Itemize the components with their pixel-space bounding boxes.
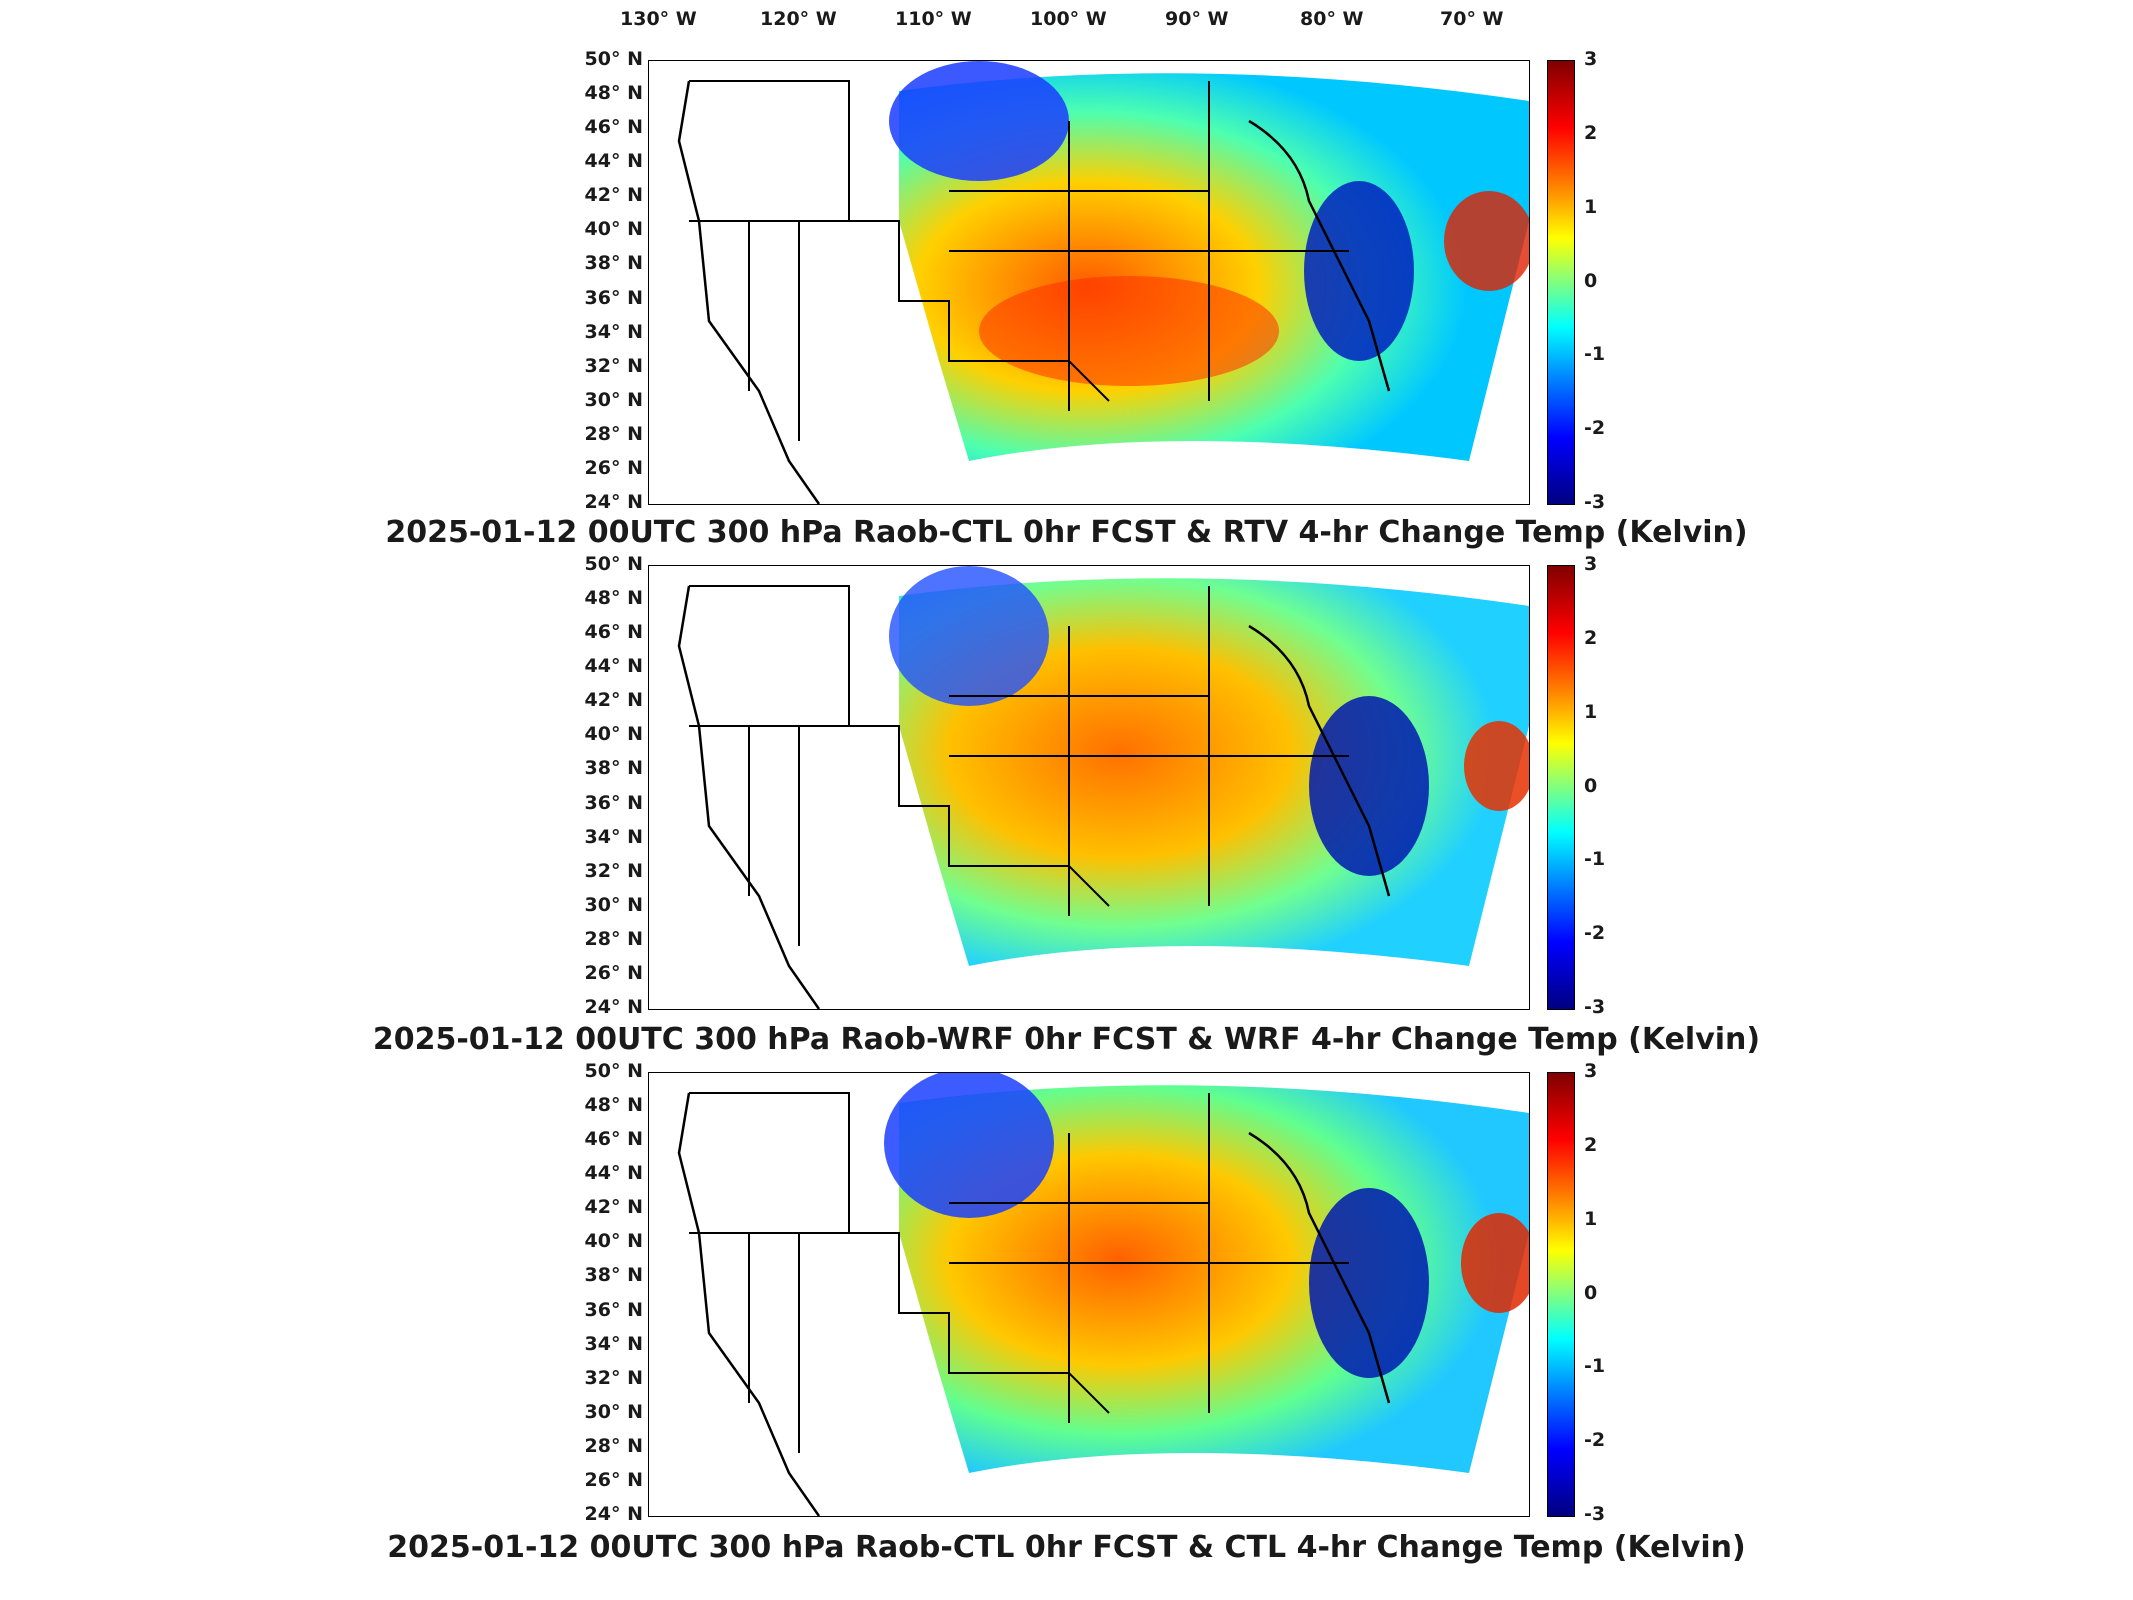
- latitude-label: 24° N: [584, 996, 643, 1018]
- latitude-label: 50° N: [584, 48, 643, 70]
- longitude-label: 120° W: [760, 8, 837, 30]
- latitude-label: 26° N: [584, 1468, 643, 1491]
- colorbar: [1547, 1072, 1575, 1517]
- colorbar-tick-label: -1: [1584, 1355, 1606, 1378]
- longitude-label: 130° W: [620, 8, 697, 30]
- latitude-label: 34° N: [584, 320, 643, 343]
- longitude-label: 90° W: [1165, 8, 1229, 30]
- coastline: [677, 585, 1391, 1009]
- latitude-label: 42° N: [584, 184, 643, 207]
- colorbar-tick-label: -2: [1584, 417, 1606, 440]
- colorbar-tick-label: 2: [1584, 626, 1598, 649]
- latitude-label: 48° N: [584, 1094, 643, 1117]
- state-borders: [689, 1092, 1349, 1453]
- colorbar-tick-label: 2: [1584, 1133, 1598, 1156]
- panel-title: 2025-01-12 00UTC 300 hPa Raob-CTL 0hr FC…: [387, 1530, 1746, 1565]
- map-area: [648, 1072, 1530, 1517]
- latitude-label: 38° N: [584, 1264, 643, 1287]
- colorbar-tick-label: -3: [1584, 996, 1606, 1018]
- colorbar-tick-label: -3: [1584, 1503, 1606, 1525]
- cold-anomaly: [1304, 181, 1414, 361]
- colorbar-tick-label: 0: [1584, 269, 1598, 292]
- latitude-label: 36° N: [584, 1298, 643, 1321]
- latitude-label: 48° N: [584, 587, 643, 610]
- warm-anomaly: [1464, 721, 1529, 811]
- latitude-label: 30° N: [584, 388, 643, 411]
- cold-anomaly: [889, 566, 1049, 706]
- coastline: [677, 80, 1391, 504]
- latitude-label: 34° N: [584, 1332, 643, 1355]
- cold-anomaly: [889, 61, 1069, 181]
- latitude-label: 40° N: [584, 723, 643, 746]
- state-borders: [689, 80, 1349, 441]
- colorbar-tick-label: -2: [1584, 1429, 1606, 1452]
- colorbar: [1547, 60, 1575, 505]
- latitude-label: 28° N: [584, 422, 643, 445]
- colorbar-tick-label: -1: [1584, 343, 1606, 366]
- colorbar-tick-label: 0: [1584, 774, 1598, 797]
- latitude-label: 36° N: [584, 791, 643, 814]
- latitude-label: 32° N: [584, 859, 643, 882]
- warm-anomaly: [1444, 191, 1529, 291]
- latitude-label: 46° N: [584, 1128, 643, 1151]
- latitude-label: 38° N: [584, 252, 643, 275]
- coastline: [677, 1092, 1391, 1516]
- latitude-label: 40° N: [584, 1230, 643, 1253]
- latitude-label: 44° N: [584, 1162, 643, 1185]
- longitude-label: 100° W: [1030, 8, 1107, 30]
- cold-anomaly: [884, 1073, 1054, 1218]
- latitude-label: 42° N: [584, 1196, 643, 1219]
- colorbar-tick-label: 3: [1584, 1060, 1598, 1082]
- panel-title: 2025-01-12 00UTC 300 hPa Raob-WRF 0hr FC…: [372, 1022, 1761, 1057]
- latitude-label: 46° N: [584, 116, 643, 139]
- latitude-label: 28° N: [584, 927, 643, 950]
- latitude-label: 44° N: [584, 150, 643, 173]
- latitude-label: 50° N: [584, 553, 643, 575]
- latitude-label: 26° N: [584, 456, 643, 479]
- latitude-label: 34° N: [584, 825, 643, 848]
- latitude-label: 24° N: [584, 1503, 643, 1525]
- latitude-label: 50° N: [584, 1060, 643, 1082]
- warm-anomaly: [1461, 1213, 1529, 1313]
- latitude-label: 26° N: [584, 961, 643, 984]
- cold-anomaly: [1309, 1188, 1429, 1378]
- panel-title: 2025-01-12 00UTC 300 hPa Raob-CTL 0hr FC…: [385, 515, 1748, 550]
- colorbar-tick-label: 1: [1584, 1207, 1598, 1230]
- latitude-label: 30° N: [584, 1400, 643, 1423]
- state-borders: [689, 585, 1349, 946]
- map-area: [648, 60, 1530, 505]
- colorbar-tick-label: -1: [1584, 848, 1606, 871]
- longitude-label: 80° W: [1300, 8, 1364, 30]
- colorbar-tick-label: 3: [1584, 48, 1598, 70]
- latitude-label: 38° N: [584, 757, 643, 780]
- longitude-label: 110° W: [895, 8, 972, 30]
- colorbar-tick-label: -2: [1584, 922, 1606, 945]
- cold-anomaly: [1309, 696, 1429, 876]
- colorbar: [1547, 565, 1575, 1010]
- latitude-label: 36° N: [584, 286, 643, 309]
- latitude-label: 28° N: [584, 1434, 643, 1457]
- colorbar-tick-label: 1: [1584, 700, 1598, 723]
- latitude-label: 24° N: [584, 491, 643, 513]
- latitude-label: 42° N: [584, 689, 643, 712]
- latitude-label: 40° N: [584, 218, 643, 241]
- map-area: [648, 565, 1530, 1010]
- latitude-label: 32° N: [584, 1366, 643, 1389]
- latitude-label: 30° N: [584, 893, 643, 916]
- colorbar-tick-label: 1: [1584, 195, 1598, 218]
- colorbar-tick-label: 0: [1584, 1281, 1598, 1304]
- colorbar-tick-label: 3: [1584, 553, 1598, 575]
- colorbar-tick-label: 2: [1584, 121, 1598, 144]
- warm-anomaly: [979, 276, 1279, 386]
- colorbar-tick-label: -3: [1584, 491, 1606, 513]
- latitude-label: 48° N: [584, 82, 643, 105]
- longitude-label: 70° W: [1440, 8, 1504, 30]
- latitude-label: 32° N: [584, 354, 643, 377]
- latitude-label: 46° N: [584, 621, 643, 644]
- latitude-label: 44° N: [584, 655, 643, 678]
